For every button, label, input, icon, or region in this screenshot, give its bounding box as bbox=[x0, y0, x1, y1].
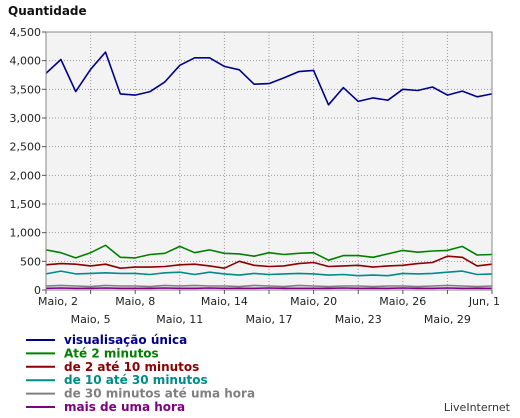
watermark: LiveInternet bbox=[444, 401, 511, 414]
y-tick-label: 3,000 bbox=[10, 112, 42, 125]
series-line bbox=[45, 270, 493, 277]
legend-label: de 2 até 10 minutos bbox=[64, 360, 199, 374]
x-tick-label: Maio, 11 bbox=[156, 313, 203, 326]
x-tick-label: Maio, 23 bbox=[335, 313, 382, 326]
gridlines bbox=[46, 32, 492, 290]
legend-label: mais de uma hora bbox=[64, 400, 185, 414]
x-tick-label: Maio, 17 bbox=[245, 313, 292, 326]
y-tick-label: 3,500 bbox=[10, 83, 42, 96]
series-line bbox=[45, 284, 493, 288]
series-line bbox=[45, 244, 493, 262]
y-tick-label: 0 bbox=[34, 284, 41, 297]
legend-label: visualisação única bbox=[64, 333, 187, 347]
legend-label: Até 2 minutos bbox=[64, 346, 159, 360]
x-tick-label: Maio, 5 bbox=[71, 313, 111, 326]
series-line bbox=[45, 255, 493, 270]
y-tick-label: 4,000 bbox=[10, 55, 42, 68]
legend-label: de 30 minutos até uma hora bbox=[64, 387, 255, 401]
x-tick-label: Maio, 26 bbox=[379, 295, 426, 308]
y-tick-label: 1,000 bbox=[10, 227, 42, 240]
series-line bbox=[45, 51, 493, 106]
y-tick-label: 4,500 bbox=[10, 26, 42, 39]
x-tick-label: Maio, 8 bbox=[115, 295, 155, 308]
y-tick-label: 2,000 bbox=[10, 169, 42, 182]
x-tick-label: Maio, 14 bbox=[201, 295, 248, 308]
y-axis: 0 500 1,000 1,500 2,000 2,500 3,000 3,500 4,000 4… bbox=[10, 26, 46, 297]
y-tick-label: 2,500 bbox=[10, 141, 42, 154]
x-tick-label: Maio, 2 bbox=[38, 295, 78, 308]
x-tick-label: Maio, 29 bbox=[424, 313, 471, 326]
y-tick-label: 1,500 bbox=[10, 198, 42, 211]
y-axis-title: Quantidade bbox=[8, 4, 87, 18]
x-tick-label: Jun, 1 bbox=[468, 295, 500, 308]
series-lines bbox=[45, 51, 493, 290]
legend-label: de 10 até 30 minutos bbox=[64, 373, 208, 387]
x-tick-label: Maio, 20 bbox=[290, 295, 337, 308]
y-tick-label: 500 bbox=[20, 255, 41, 268]
